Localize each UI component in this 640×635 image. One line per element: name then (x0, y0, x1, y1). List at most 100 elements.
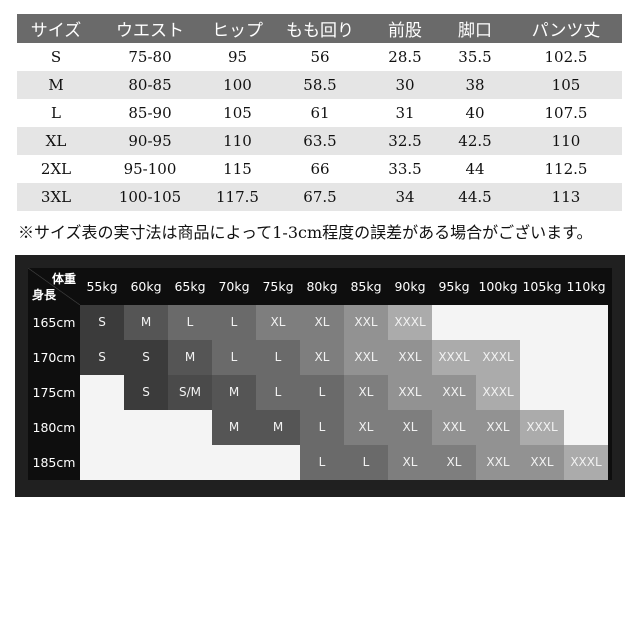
size-cell (168, 410, 212, 445)
size-cell: XL (388, 445, 432, 480)
height-label: 身長 (32, 288, 57, 302)
weight-header: 55kg (86, 279, 118, 294)
size-cell: XL (256, 305, 300, 340)
table-cell: L (51, 104, 61, 122)
size-cell: XXL (388, 375, 432, 410)
column-header: ヒップ (205, 14, 270, 43)
table-cell: 117.5 (205, 183, 270, 211)
size-cell: L (212, 340, 256, 375)
size-cell (520, 340, 564, 375)
size-cell (80, 375, 124, 410)
size-cell: M (168, 340, 212, 375)
table-row: L 85-90 105 61 31 40 107.5 (17, 99, 622, 127)
weight-header: 80kg (306, 279, 338, 294)
size-cell (80, 410, 124, 445)
weight-header: 100kg (478, 279, 518, 294)
weight-header: 60kg (130, 279, 162, 294)
size-cell (212, 445, 256, 480)
size-cell: L (300, 375, 344, 410)
size-cell: L (300, 445, 344, 480)
table-row: 3XL 100-105 117.5 67.5 34 44.5 113 (17, 183, 622, 211)
table-cell: 56 (310, 48, 330, 66)
height-row-label: 180cm (32, 420, 76, 435)
table-cell: S (50, 48, 62, 66)
weight-header: 90kg (394, 279, 426, 294)
size-note: ※サイズ表の実寸法は商品によって1-3cm程度の誤差がある場合がございます。 (18, 223, 593, 242)
table-cell: 105 (510, 71, 622, 99)
size-cell (168, 445, 212, 480)
column-header: パンツ丈 (510, 14, 622, 43)
table-cell: 2XL (40, 160, 72, 178)
table-cell: 85-90 (128, 104, 172, 122)
height-row-label: 175cm (32, 385, 76, 400)
size-table-header: サイズ ウエスト ヒップ もも回り 前股 脚口 パンツ丈 (17, 14, 622, 43)
size-cell: XXXL (432, 340, 476, 375)
table-cell: 107.5 (544, 104, 588, 122)
weight-label: 体重 (51, 272, 76, 286)
table-row: M 80-85 100 58.5 30 38 105 (17, 71, 622, 99)
table-cell: 31 (395, 104, 415, 122)
weight-header: 65kg (174, 279, 206, 294)
table-cell: 100 (205, 71, 270, 99)
weight-header: 70kg (218, 279, 250, 294)
size-cell: L (256, 340, 300, 375)
size-cell (520, 305, 564, 340)
size-cell: S (80, 340, 124, 375)
size-cell: XXXL (564, 445, 608, 480)
table-cell: 30 (370, 71, 440, 99)
size-cell (564, 340, 608, 375)
table-cell: 44 (465, 160, 485, 178)
corner-header: 体重 身長 (28, 268, 80, 305)
weight-header: 75kg (262, 279, 294, 294)
table-cell: 105 (223, 104, 252, 122)
table-cell: 80-85 (95, 71, 205, 99)
table-cell: 95 (227, 48, 248, 66)
table-cell: 67.5 (270, 183, 370, 211)
size-table: サイズ ウエスト ヒップ もも回り 前股 脚口 パンツ丈 S 75-80 95 56 28.5 35.… (17, 14, 622, 211)
table-cell: 38 (440, 71, 510, 99)
weight-header: 105kg (522, 279, 562, 294)
table-cell: 102.5 (544, 48, 588, 66)
size-cell: S/M (168, 375, 212, 410)
table-cell: 63.5 (270, 127, 370, 155)
size-cell (256, 445, 300, 480)
size-cell: L (300, 410, 344, 445)
size-cell: M (124, 305, 168, 340)
column-header: ウエスト (95, 14, 205, 43)
size-cell: XXL (388, 340, 432, 375)
size-cell: M (212, 375, 256, 410)
column-header: サイズ (17, 14, 95, 43)
table-cell: M (17, 71, 95, 99)
table-cell: 32.5 (370, 127, 440, 155)
table-cell: 3XL (17, 183, 95, 211)
size-cell: L (344, 445, 388, 480)
size-cell (432, 305, 476, 340)
table-cell: 115 (223, 160, 252, 178)
size-cell (520, 375, 564, 410)
size-cell: XL (344, 410, 388, 445)
size-cell: XXL (476, 410, 520, 445)
size-cell: XXL (476, 445, 520, 480)
fit-grid: 体重 身長 55kg 60kg 65kg 70kg 75kg 80kg 85kg 90kg 95… (28, 268, 612, 480)
size-cell (80, 445, 124, 480)
table-row: XL 90-95 110 63.5 32.5 42.5 110 (17, 127, 622, 155)
table-cell: 35.5 (458, 48, 492, 66)
height-row-label: 165cm (32, 315, 76, 330)
table-cell: 75-80 (128, 48, 172, 66)
weight-header: 110kg (566, 279, 606, 294)
table-cell: 44.5 (440, 183, 510, 211)
table-cell: 110 (510, 127, 622, 155)
size-cell: XL (432, 445, 476, 480)
size-cell: XL (388, 410, 432, 445)
size-cell: L (256, 375, 300, 410)
table-cell: 90-95 (95, 127, 205, 155)
size-cell: XXL (432, 375, 476, 410)
table-cell: 110 (205, 127, 270, 155)
size-cell (564, 410, 608, 445)
size-cell: L (212, 305, 256, 340)
height-row-label: 185cm (32, 455, 76, 470)
size-cell: XL (344, 375, 388, 410)
size-cell: XXXL (520, 410, 564, 445)
table-cell: 42.5 (440, 127, 510, 155)
column-header: 前股 (370, 14, 440, 43)
